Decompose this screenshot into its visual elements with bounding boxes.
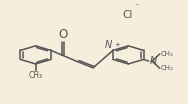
Text: N: N [150, 56, 157, 66]
Text: ⁻: ⁻ [135, 2, 139, 11]
Text: CH₃: CH₃ [160, 65, 173, 71]
Text: CH₃: CH₃ [160, 51, 173, 57]
Text: O: O [58, 28, 67, 41]
Text: Cl: Cl [122, 10, 133, 20]
Text: +: + [114, 42, 120, 48]
Text: N: N [105, 40, 112, 50]
Text: CH₃: CH₃ [29, 71, 43, 80]
